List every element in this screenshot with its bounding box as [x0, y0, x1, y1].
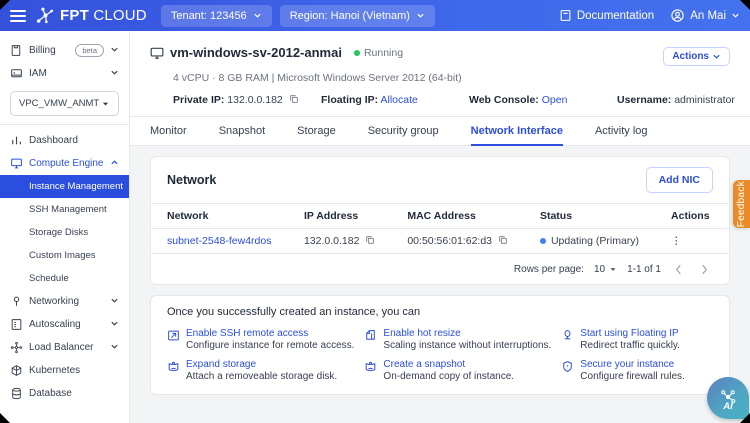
svg-text:AI: AI: [722, 401, 733, 412]
